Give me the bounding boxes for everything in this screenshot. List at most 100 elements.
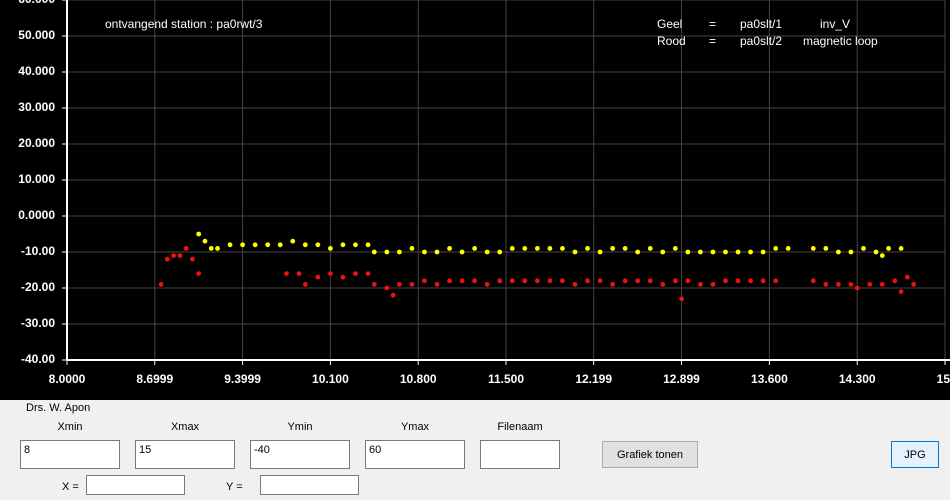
annotation: Geel (657, 17, 682, 31)
point (622, 278, 628, 284)
y-tick-label: -40.00 (21, 352, 55, 366)
point (698, 249, 703, 255)
point (390, 292, 396, 298)
point (302, 282, 308, 287)
point (672, 246, 678, 251)
point (723, 278, 728, 284)
y-tick-label: 40.000 (18, 64, 55, 78)
y-tick-label: 20.000 (18, 136, 55, 150)
point (422, 249, 427, 255)
field-input[interactable]: 60 (365, 440, 465, 469)
x-input[interactable] (86, 475, 185, 495)
annotation: ontvangend station : pa0rwt/3 (105, 17, 263, 31)
point (547, 246, 553, 251)
point (773, 246, 779, 251)
point (434, 249, 440, 255)
point (328, 271, 333, 276)
point (284, 271, 289, 276)
point (202, 238, 208, 244)
field-label: Xmin (57, 421, 83, 433)
point (861, 246, 866, 251)
field-label: Xmax (170, 421, 200, 433)
point (635, 249, 641, 255)
point (509, 246, 515, 251)
point (685, 278, 691, 284)
point (472, 278, 478, 284)
x-label: X = (62, 481, 79, 493)
point (190, 256, 195, 262)
point (240, 242, 246, 248)
jpg-button[interactable]: JPG (891, 441, 939, 468)
point (854, 285, 860, 291)
point (904, 274, 910, 280)
point (447, 246, 452, 251)
point (384, 249, 390, 255)
point (396, 249, 402, 255)
point (409, 282, 415, 287)
y-tick-label: 50.000 (18, 28, 55, 42)
point (315, 242, 321, 248)
point (610, 246, 616, 251)
field-input[interactable]: -40 (250, 440, 350, 469)
point (685, 249, 691, 255)
point (227, 242, 233, 248)
point (892, 278, 898, 284)
x-tick-label: 11.500 (488, 372, 524, 386)
y-label: Y = (226, 481, 243, 493)
point (810, 246, 816, 251)
point (290, 238, 296, 244)
x-tick-label: 14.300 (839, 372, 876, 386)
x-tick-label: 12.899 (663, 372, 700, 386)
point (252, 242, 258, 248)
point (472, 246, 478, 251)
point (679, 296, 684, 302)
point (183, 246, 189, 251)
point (810, 278, 816, 284)
point (735, 278, 741, 284)
point (848, 282, 854, 287)
point (760, 278, 766, 284)
point (522, 246, 528, 251)
y-tick-label: 0.0000 (18, 208, 55, 222)
point (422, 278, 427, 284)
x-tick-label: 12.199 (575, 372, 612, 386)
point (660, 249, 666, 255)
point (879, 282, 885, 287)
y-tick-label: 10.000 (18, 172, 55, 186)
point (353, 271, 358, 276)
point (409, 246, 415, 251)
point (384, 285, 390, 291)
show-graph-button[interactable]: Grafiek tonen (602, 441, 698, 468)
point (447, 278, 452, 284)
field-input[interactable]: 15 (135, 440, 235, 469)
field-input[interactable]: 8 (20, 440, 120, 469)
chart: -40.00 -30.00 -20.00 -10.00 0.0000 10.000 20.0… (0, 0, 950, 400)
field-input[interactable] (480, 440, 560, 469)
point (215, 246, 220, 251)
point (177, 253, 183, 258)
point (848, 249, 854, 255)
point (340, 242, 346, 248)
point (911, 282, 917, 287)
point (710, 249, 716, 255)
y-input[interactable] (260, 475, 359, 495)
point (434, 282, 440, 287)
point (879, 253, 885, 258)
point (735, 249, 741, 255)
point (547, 278, 553, 284)
point (886, 246, 891, 251)
author: Drs. W. Apon (26, 402, 91, 414)
point (867, 282, 873, 287)
point (497, 278, 503, 284)
point (459, 278, 465, 284)
annotation: pa0slt/1 (740, 17, 782, 31)
point (635, 278, 641, 284)
y-tick-label: -10.00 (21, 244, 55, 258)
point (196, 231, 202, 237)
y-tick-label: 60.000 (18, 0, 55, 6)
annotation: = (709, 34, 716, 48)
point (328, 246, 333, 251)
point (315, 274, 321, 280)
annotation: = (709, 17, 716, 31)
x-tick-label: 8.6999 (136, 372, 173, 386)
